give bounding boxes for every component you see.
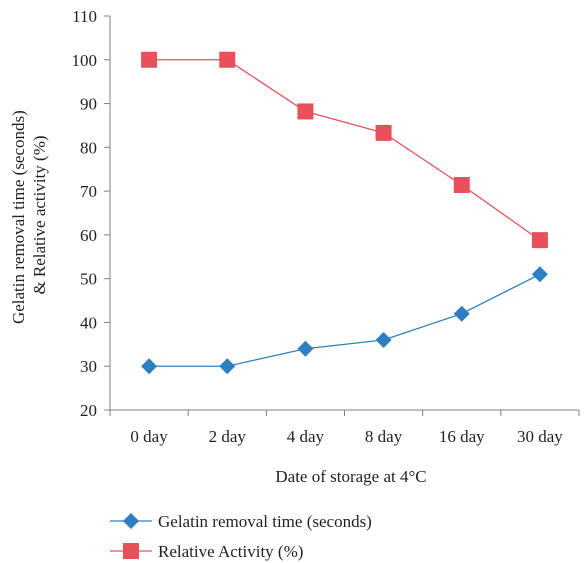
y-axis-title: Gelatin removal time (seconds) & Relativ…	[9, 106, 49, 324]
y-axis-title-line-1: Gelatin removal time (seconds)	[9, 110, 28, 324]
legend-marker-relative-activity	[123, 543, 139, 559]
y-axis-ticks: 20 30 40 50 60 70 80 90 100 110	[72, 7, 110, 420]
x-tick-label: 0 day	[130, 427, 168, 446]
x-tick-label: 4 day	[287, 427, 325, 446]
y-tick-label: 100	[72, 51, 98, 70]
y-tick-label: 70	[80, 182, 97, 201]
legend: Gelatin removal time (seconds) Relative …	[110, 512, 372, 561]
series-line	[149, 59, 541, 241]
legend-item-gelatin: Gelatin removal time (seconds)	[110, 512, 372, 531]
y-tick-label: 60	[80, 226, 97, 245]
data-point-diamond	[219, 358, 236, 375]
x-axis-ticks: 0 day 2 day 4 day 8 day 16 day 30 day	[109, 410, 580, 446]
data-point-square	[141, 51, 158, 68]
legend-item-relative-activity: Relative Activity (%)	[110, 542, 303, 561]
series-relative-activity	[141, 51, 548, 249]
y-tick-label: 40	[80, 313, 97, 332]
axes	[109, 16, 579, 411]
data-point-square	[297, 103, 314, 120]
data-point-diamond	[375, 331, 392, 348]
data-point-diamond	[531, 266, 548, 283]
x-tick-label: 16 day	[439, 427, 485, 446]
y-tick-label: 90	[80, 95, 97, 114]
y-tick-label: 30	[80, 357, 97, 376]
legend-label-gelatin: Gelatin removal time (seconds)	[158, 512, 372, 531]
data-point-diamond	[453, 305, 470, 322]
x-tick-label: 30 day	[517, 427, 563, 446]
data-point-diamond	[141, 358, 158, 375]
legend-marker-gelatin	[123, 513, 139, 529]
y-tick-label: 20	[80, 401, 97, 420]
series-gelatin-removal-time	[141, 266, 548, 375]
y-tick-label: 50	[80, 270, 97, 289]
x-tick-label: 8 day	[365, 427, 403, 446]
data-point-square	[219, 51, 236, 68]
y-axis-title-line-2: & Relative activity (%)	[30, 135, 49, 294]
legend-label-relative-activity: Relative Activity (%)	[158, 542, 303, 561]
y-tick-label: 110	[72, 7, 97, 26]
data-point-square	[453, 176, 470, 193]
data-point-square	[375, 124, 392, 141]
series-layer	[141, 51, 548, 375]
data-point-diamond	[297, 340, 314, 357]
y-tick-label: 80	[80, 138, 97, 157]
x-tick-label: 2 day	[209, 427, 247, 446]
x-axis-title: Date of storage at 4°C	[275, 467, 426, 486]
series-line	[149, 273, 541, 367]
data-point-square	[531, 232, 548, 249]
